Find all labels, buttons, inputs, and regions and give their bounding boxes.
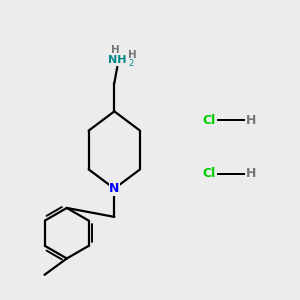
Text: H: H [111,44,119,55]
Text: H: H [246,167,256,180]
Text: H: H [128,50,137,61]
Text: H: H [246,114,256,127]
Text: 2: 2 [129,59,134,68]
Text: Cl: Cl [203,114,216,127]
Text: Cl: Cl [203,167,216,180]
Text: N: N [109,182,119,195]
Text: NH: NH [108,55,127,65]
